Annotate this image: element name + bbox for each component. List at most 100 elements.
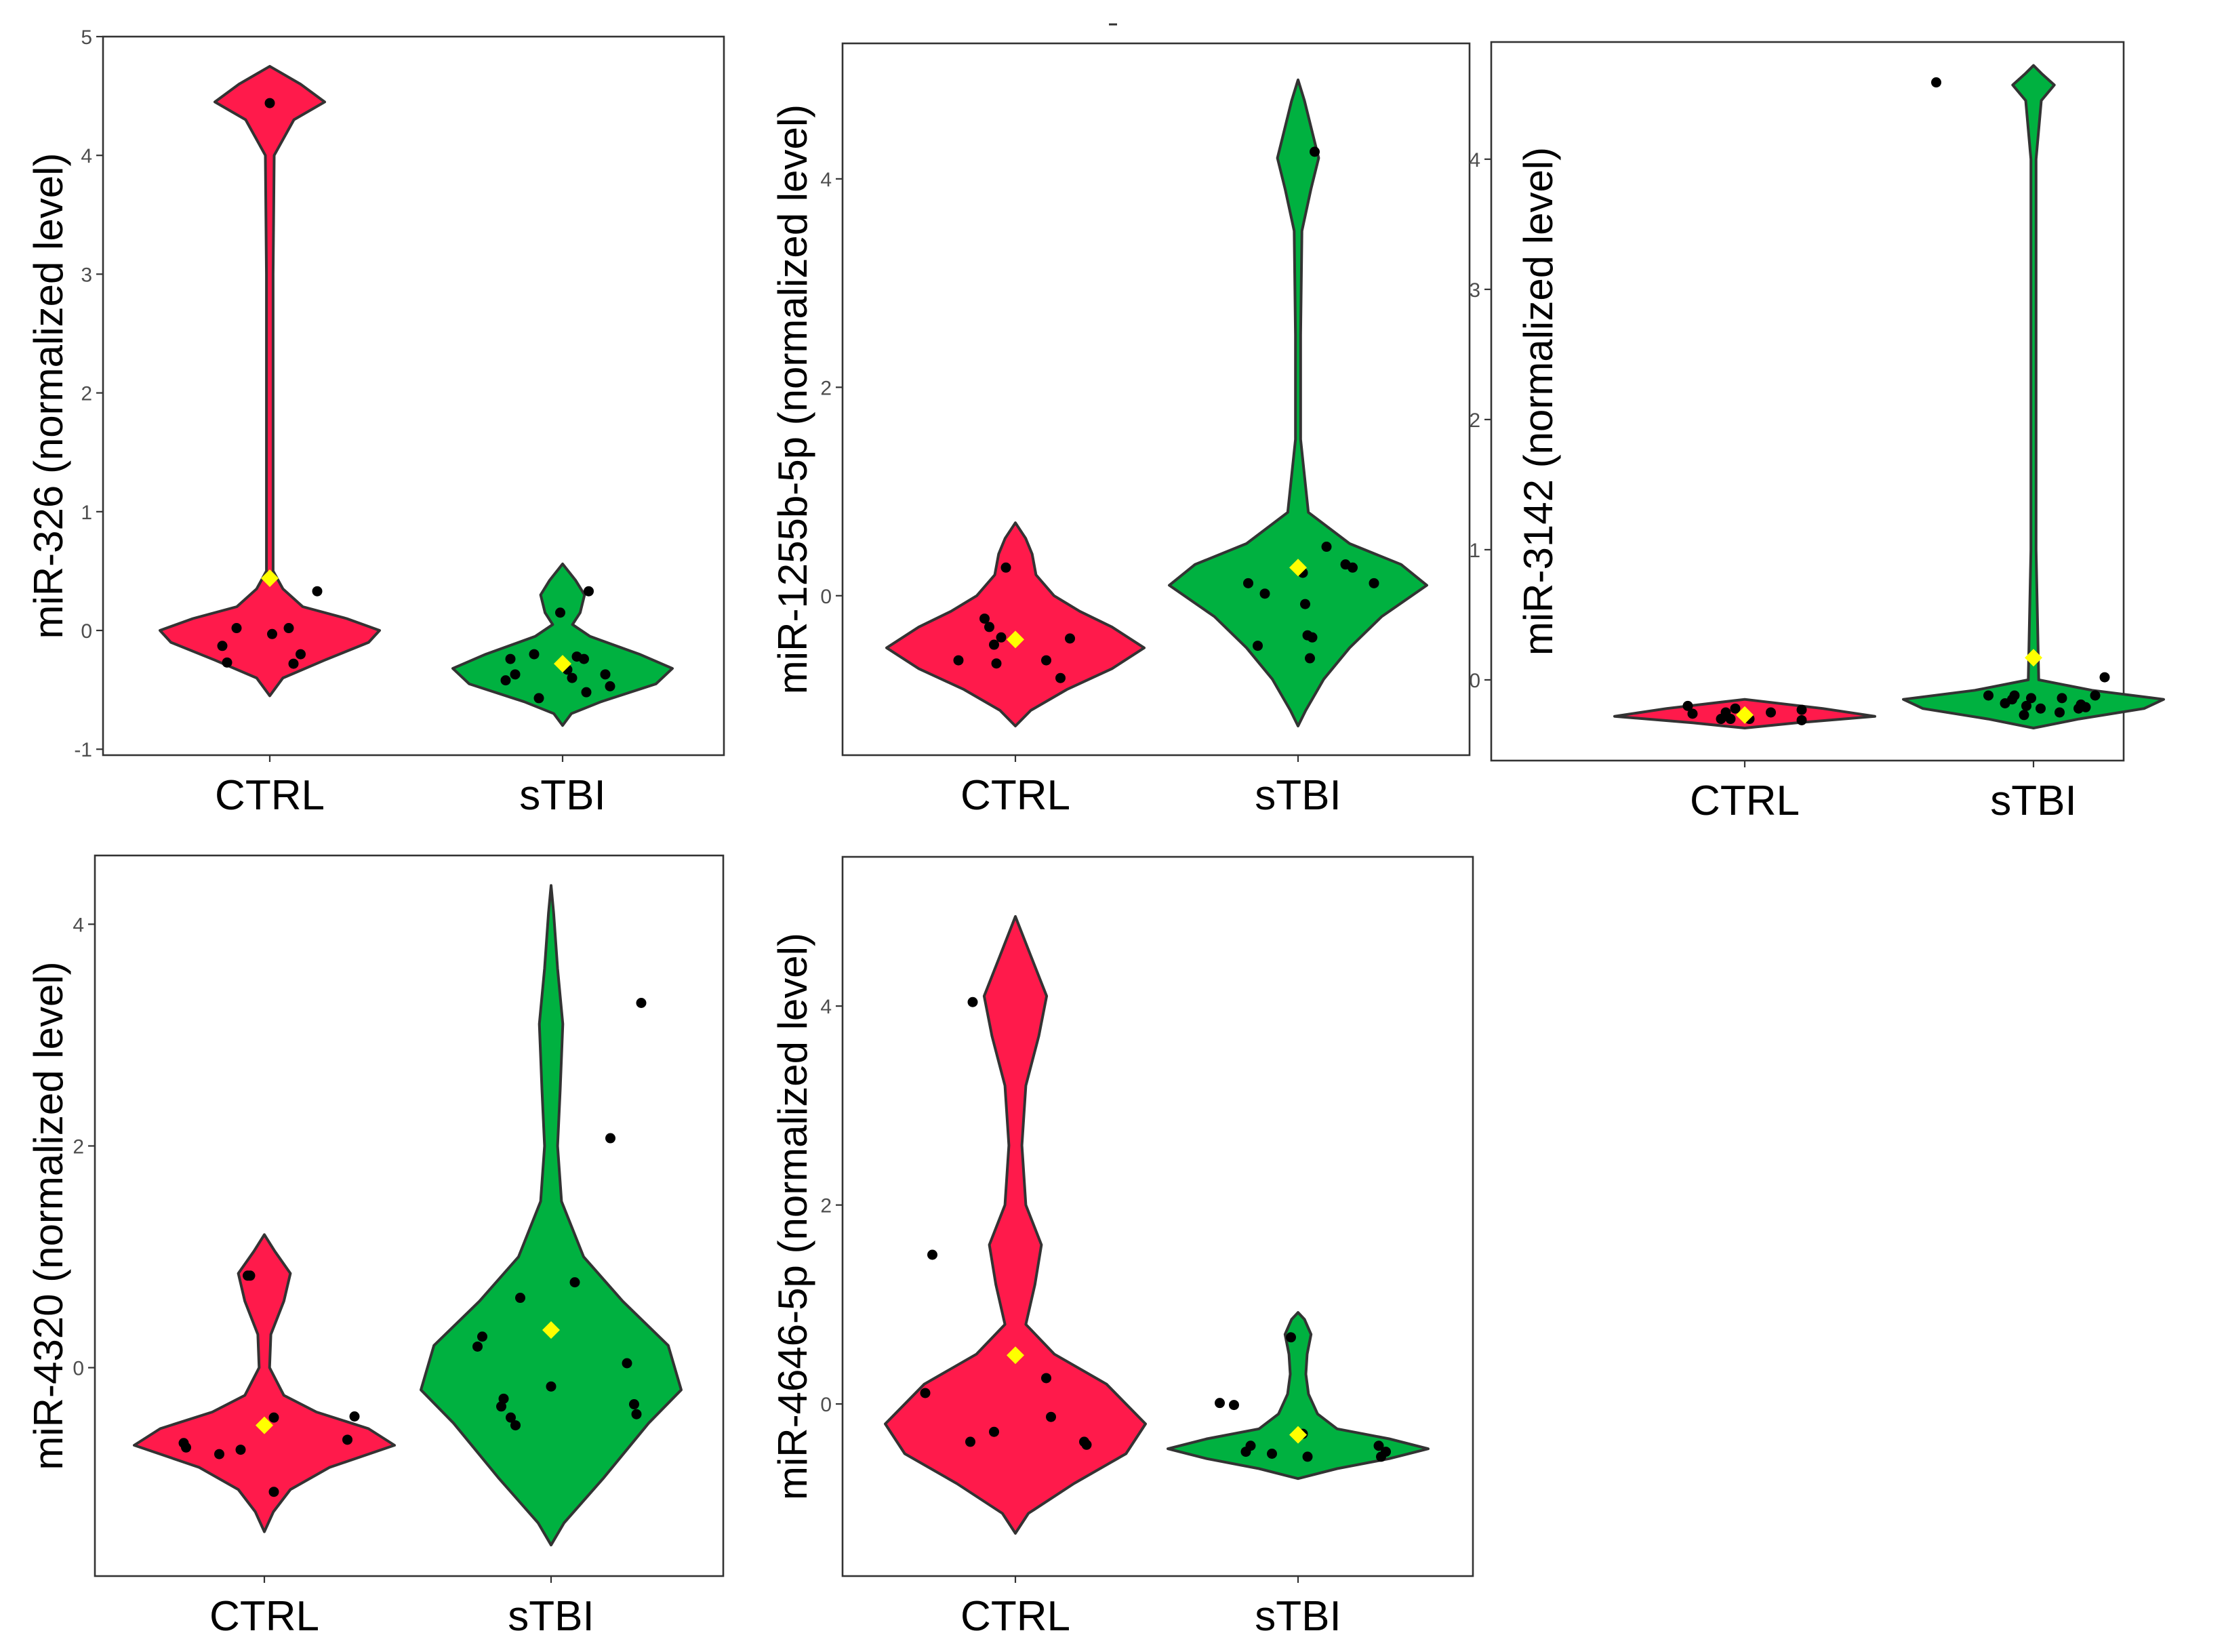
y-tick-label: 0: [73, 1358, 84, 1380]
data-point: [1310, 146, 1320, 157]
y-tick-label: 3: [1469, 279, 1480, 302]
data-point: [2026, 693, 2036, 704]
data-point: [629, 1399, 639, 1410]
data-point: [2009, 690, 2020, 701]
data-point: [636, 998, 647, 1009]
data-point: [927, 1249, 937, 1260]
data-point: [1766, 707, 1776, 718]
data-point: [1215, 1398, 1225, 1409]
y-tick-label: 2: [1469, 409, 1480, 432]
data-point: [264, 98, 275, 108]
data-point: [953, 655, 964, 666]
data-point: [312, 586, 323, 597]
data-point: [965, 1436, 975, 1447]
data-point: [1307, 632, 1318, 643]
mean-marker: [554, 655, 571, 673]
x-category-label: sTBI: [1990, 778, 2076, 824]
y-tick-label: 4: [73, 914, 84, 936]
mean-marker: [1007, 1346, 1024, 1365]
data-point: [222, 657, 232, 668]
chart-panel-3: 0 1 2 3 4 miR-3142 (normalized level) CTRL sTBI: [1469, 41, 2165, 824]
y-axis-title: miR-1255b-5p (normalized level): [770, 104, 815, 694]
data-point: [996, 632, 1007, 643]
data-point: [1243, 578, 1253, 588]
data-point: [555, 607, 565, 618]
data-point: [1000, 562, 1011, 573]
violin-ctrl: [159, 64, 381, 698]
data-point: [622, 1358, 632, 1369]
chart-panel-4: 0 2 4 miR-4320 (normalized level) CTRL sTBI: [26, 854, 725, 1640]
data-point: [1041, 1373, 1051, 1384]
data-point: [2090, 690, 2101, 701]
violin-stbi: [1902, 64, 2165, 729]
data-point: [533, 693, 544, 704]
y-tick-label: 4: [81, 145, 92, 167]
chart-panel-1: -1 0 1 2 3 4 5 miR-326 (normalized level) CTRL sT…: [26, 26, 725, 819]
mean-marker: [256, 1416, 273, 1434]
y-tick-label: 1: [81, 502, 92, 524]
data-point: [506, 1412, 516, 1423]
y-tick-label: 5: [81, 26, 92, 49]
data-point: [2099, 672, 2110, 683]
data-point: [288, 658, 299, 669]
data-point: [1983, 690, 1994, 701]
y-tick-label: 0: [820, 1394, 832, 1416]
data-point: [1730, 703, 1741, 714]
data-point: [505, 653, 516, 664]
data-point: [1046, 1411, 1056, 1422]
violin-stbi: [420, 884, 683, 1547]
x-category-label: sTBI: [1255, 772, 1341, 819]
data-point: [283, 623, 294, 634]
data-point: [1725, 714, 1736, 725]
y-tick-label: 4: [820, 996, 832, 1018]
mean-marker: [261, 569, 279, 587]
mean-marker: [2025, 649, 2042, 667]
y-tick-label: 2: [820, 377, 832, 399]
data-point: [472, 1341, 483, 1352]
data-point: [1682, 700, 1693, 711]
y-tick-label: 0: [1469, 670, 1480, 692]
violin-stbi: [1167, 1311, 1430, 1480]
data-point: [989, 639, 999, 650]
data-point: [1369, 578, 1379, 588]
y-tick-label: 1: [1469, 540, 1480, 562]
data-point: [1041, 655, 1051, 666]
data-point: [268, 1487, 279, 1497]
data-point: [245, 1270, 256, 1281]
data-point: [498, 1393, 509, 1404]
data-point: [567, 672, 578, 683]
data-point: [1267, 1448, 1277, 1459]
data-point: [181, 1442, 191, 1453]
data-point: [214, 1449, 224, 1459]
plot-frame: [841, 855, 1474, 1577]
data-point: [2019, 710, 2029, 721]
data-point: [342, 1434, 352, 1445]
data-point: [584, 586, 594, 597]
data-point: [1796, 704, 1807, 715]
mean-marker: [1007, 630, 1024, 649]
data-point: [267, 628, 277, 639]
data-point: [1348, 562, 1358, 573]
y-axis-title: miR-3142 (normalized level): [1516, 147, 1561, 656]
y-tick-label: 2: [820, 1195, 832, 1217]
data-point: [631, 1409, 642, 1419]
y-tick-label: 0: [81, 620, 92, 643]
data-point: [984, 622, 994, 632]
data-point: [1302, 1451, 1313, 1462]
data-point: [1245, 1441, 1256, 1451]
data-point: [579, 653, 589, 664]
data-point: [349, 1411, 360, 1422]
y-tick-label: 2: [81, 383, 92, 405]
data-point: [496, 1401, 506, 1412]
violin-stbi: [1168, 78, 1428, 727]
data-point: [979, 613, 990, 624]
data-point: [605, 1133, 615, 1144]
data-point: [296, 649, 306, 660]
mean-marker: [542, 1321, 560, 1339]
data-point: [605, 681, 615, 691]
y-axis-title: miR-326 (normalized level): [26, 153, 71, 639]
data-point: [2021, 700, 2031, 711]
data-point: [991, 658, 1002, 669]
